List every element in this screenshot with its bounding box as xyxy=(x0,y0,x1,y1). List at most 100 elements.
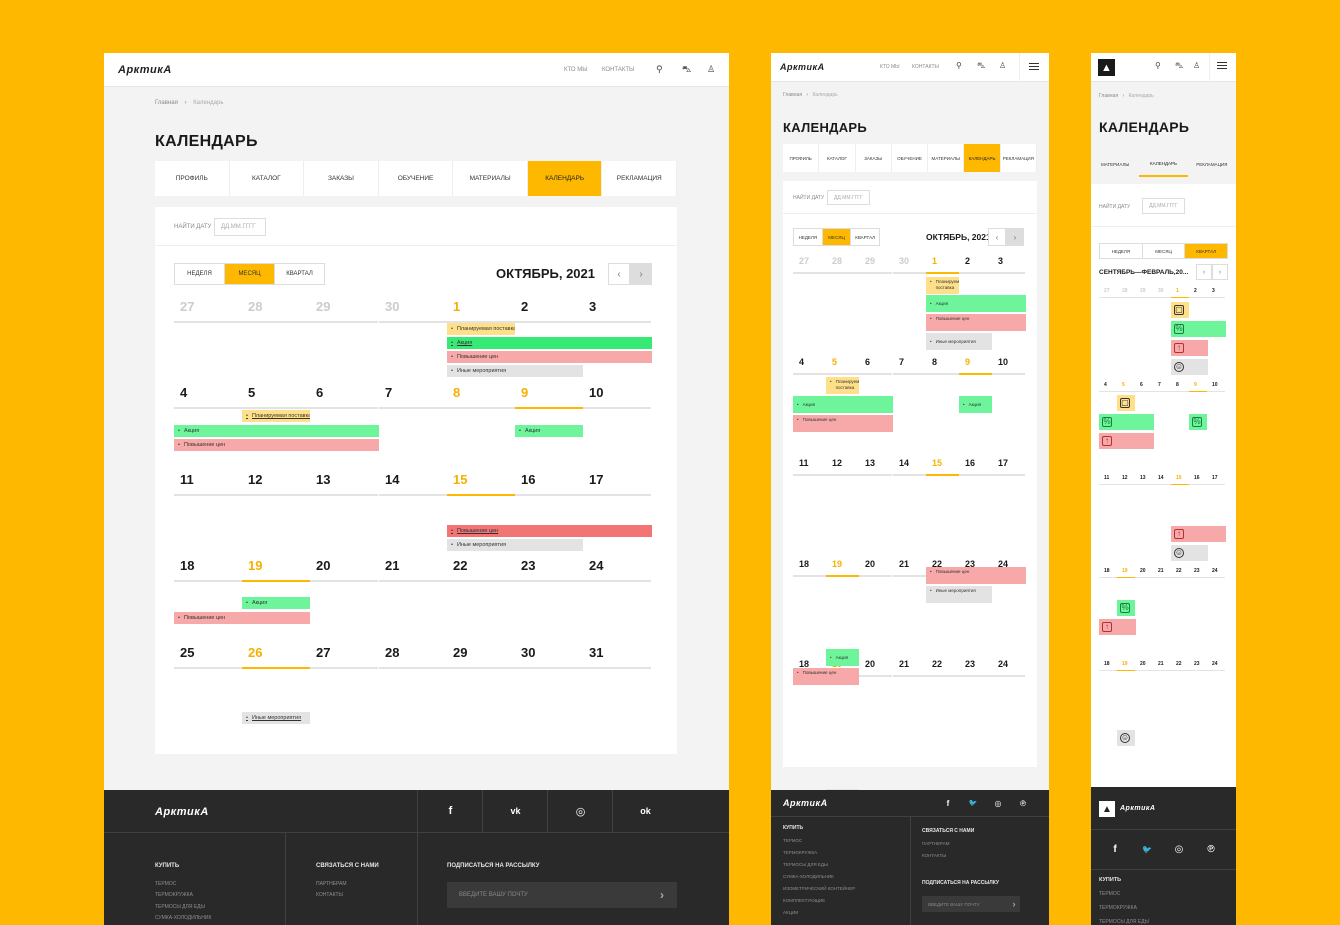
view-quarter[interactable]: КВАРТАЛ xyxy=(286,271,313,277)
prev-month-button[interactable]: ‹ xyxy=(608,263,630,285)
day-cell[interactable]: 23 xyxy=(959,659,992,677)
view-week[interactable]: НЕДЕЛЯ xyxy=(794,229,823,245)
next-month-button[interactable]: › xyxy=(630,263,652,285)
day-cell[interactable]: 20 xyxy=(859,659,892,677)
day-cell[interactable]: 24 xyxy=(992,659,1025,677)
tab-training[interactable]: ОБУЧЕНИЕ xyxy=(379,161,454,196)
facebook-icon[interactable]: f xyxy=(946,798,950,808)
day-cell[interactable]: 25 xyxy=(174,645,242,669)
day-cell[interactable]: 12 xyxy=(1117,475,1135,485)
footer-link[interactable]: ТЕРМОСЫ ДЛЯ ЕДЫ xyxy=(1099,919,1149,925)
event-other[interactable]: •Иные мероприятия xyxy=(926,333,992,350)
day-cell[interactable]: 9 xyxy=(959,357,992,375)
day-cell[interactable]: 3 xyxy=(1207,288,1225,298)
instagram-icon[interactable]: ◎ xyxy=(575,805,586,818)
day-cell[interactable]: 30 xyxy=(379,299,447,323)
email-input[interactable]: ВВЕДИТЕ ВАШУ ПОЧТУ xyxy=(922,896,1008,912)
view-week[interactable]: НЕДЕЛЯ xyxy=(1100,244,1143,258)
day-cell[interactable]: 19 xyxy=(826,559,859,577)
tab-materials[interactable]: МАТЕРИАЛЫ xyxy=(928,144,965,172)
day-cell[interactable]: 12 xyxy=(242,472,310,496)
event-promo[interactable]: • Акция xyxy=(515,425,583,437)
event-promo[interactable]: • Акция xyxy=(447,337,652,349)
day-cell[interactable]: 5 xyxy=(826,357,859,375)
next-period-button[interactable]: › xyxy=(1212,264,1228,280)
nav-contacts[interactable]: КОНТАКТЫ xyxy=(602,67,635,73)
day-cell[interactable]: 1 xyxy=(926,256,959,274)
day-cell[interactable]: 2 xyxy=(1189,288,1207,298)
day-cell[interactable]: 30 xyxy=(515,645,583,669)
twitter-icon[interactable]: 🐦 xyxy=(968,800,978,807)
search-icon[interactable]: ⚲ xyxy=(1155,61,1161,70)
event-other[interactable]: ☺ xyxy=(1117,730,1135,746)
day-cell[interactable]: 6 xyxy=(1135,382,1153,392)
menu-icon[interactable] xyxy=(1029,63,1039,72)
event-other[interactable]: ☺ xyxy=(1171,359,1208,375)
event-promo[interactable]: • Акция xyxy=(826,649,859,666)
footer-link[interactable]: ТЕРМОСЫ ДЛЯ ЕДЫ xyxy=(783,862,828,867)
event-price-increase[interactable]: • Повышение цен xyxy=(793,668,859,685)
instagram-icon[interactable]: ◎ xyxy=(994,798,1002,808)
footer-logo[interactable]: АрктикА xyxy=(783,798,828,808)
day-cell[interactable]: 13 xyxy=(310,472,378,496)
day-cell[interactable]: 21 xyxy=(379,558,447,582)
day-cell[interactable]: 24 xyxy=(583,558,651,582)
day-cell[interactable]: 22 xyxy=(926,659,959,677)
footer-link[interactable]: ТЕРМОС xyxy=(155,881,177,887)
day-cell[interactable]: 27 xyxy=(793,256,826,274)
breadcrumb-home[interactable]: Главная xyxy=(1099,93,1119,99)
event-other[interactable]: •Иные мероприятия xyxy=(242,712,310,724)
day-cell[interactable]: 13 xyxy=(1135,475,1153,485)
event-price-increase[interactable]: • Повышение цен xyxy=(926,314,1026,331)
footer-link[interactable]: ТЕРМОС xyxy=(783,838,803,843)
tab-complaints[interactable]: РЕКЛАМАЦИЯ xyxy=(1196,161,1228,167)
day-cell[interactable]: 19 xyxy=(1117,568,1135,578)
facebook-icon[interactable]: f xyxy=(448,805,453,817)
day-cell[interactable]: 1 xyxy=(447,299,515,323)
day-cell[interactable]: 8 xyxy=(926,357,959,375)
footer-link[interactable]: ПАРТНЕРАМ xyxy=(922,841,950,846)
pinterest-icon[interactable]: ℗ xyxy=(1207,843,1215,855)
event-price-increase[interactable]: ↑ xyxy=(1171,526,1226,542)
date-input[interactable]: ДД.ММ.ГГГГ xyxy=(1142,198,1185,214)
event-price-increase[interactable]: • Повышение цен xyxy=(174,612,310,624)
day-cell[interactable]: 22 xyxy=(1171,568,1189,578)
day-cell[interactable]: 14 xyxy=(1153,475,1171,485)
tab-orders[interactable]: ЗАКАЗЫ xyxy=(304,161,379,196)
day-cell[interactable]: 4 xyxy=(793,357,826,375)
event-promo[interactable]: % xyxy=(1117,600,1135,616)
day-cell[interactable]: 21 xyxy=(893,559,926,577)
day-cell[interactable]: 27 xyxy=(1099,288,1117,298)
day-cell[interactable]: 18 xyxy=(1099,661,1117,671)
footer-link[interactable]: ИЗОМЕТРИЧЕСКИЙ КОНТЕЙНЕР xyxy=(783,886,856,891)
search-icon[interactable]: ⚲ xyxy=(956,61,962,70)
day-cell[interactable]: 28 xyxy=(1117,288,1135,298)
tab-calendar[interactable]: КАЛЕНДАРЬ xyxy=(527,161,603,196)
day-cell[interactable]: 19 xyxy=(1117,661,1135,671)
day-cell[interactable]: 6 xyxy=(310,385,378,409)
date-input[interactable]: ДД.ММ.ГГГГ xyxy=(214,218,266,236)
tab-calendar[interactable]: КАЛЕНДАРЬ xyxy=(1139,151,1188,177)
day-cell[interactable]: 29 xyxy=(859,256,892,274)
day-cell[interactable]: 18 xyxy=(793,559,826,577)
day-cell[interactable]: 28 xyxy=(379,645,447,669)
cart-icon[interactable]: ⛍ xyxy=(682,64,692,74)
day-cell[interactable]: 28 xyxy=(242,299,310,323)
cart-icon[interactable]: ⛍ xyxy=(977,61,986,70)
day-cell[interactable]: 20 xyxy=(1135,568,1153,578)
day-cell[interactable]: 21 xyxy=(1153,661,1171,671)
event-planned-delivery[interactable]: ▢ xyxy=(1117,395,1135,411)
event-planned-delivery[interactable]: •Планируемая поставка xyxy=(447,323,515,335)
footer-link[interactable]: КОМПЛЕКТУЮЩИЕ xyxy=(783,898,826,903)
event-planned-delivery[interactable]: ▢ xyxy=(1171,302,1189,318)
event-price-increase[interactable]: • Повышение цен xyxy=(793,415,893,432)
event-price-increase[interactable]: ↑ xyxy=(1099,433,1154,449)
tab-profile[interactable]: ПРОФИЛЬ xyxy=(155,161,230,196)
tab-complaints[interactable]: РЕКЛАМАЦИЯ xyxy=(602,161,678,196)
day-cell[interactable]: 7 xyxy=(379,385,447,409)
footer-link[interactable]: ТЕРМОКРУЖКА xyxy=(783,850,818,855)
day-cell[interactable]: 23 xyxy=(515,558,583,582)
day-cell[interactable]: 21 xyxy=(1153,568,1171,578)
event-other[interactable]: •Иные мероприятия xyxy=(447,365,583,377)
day-cell[interactable]: 24 xyxy=(1207,661,1225,671)
